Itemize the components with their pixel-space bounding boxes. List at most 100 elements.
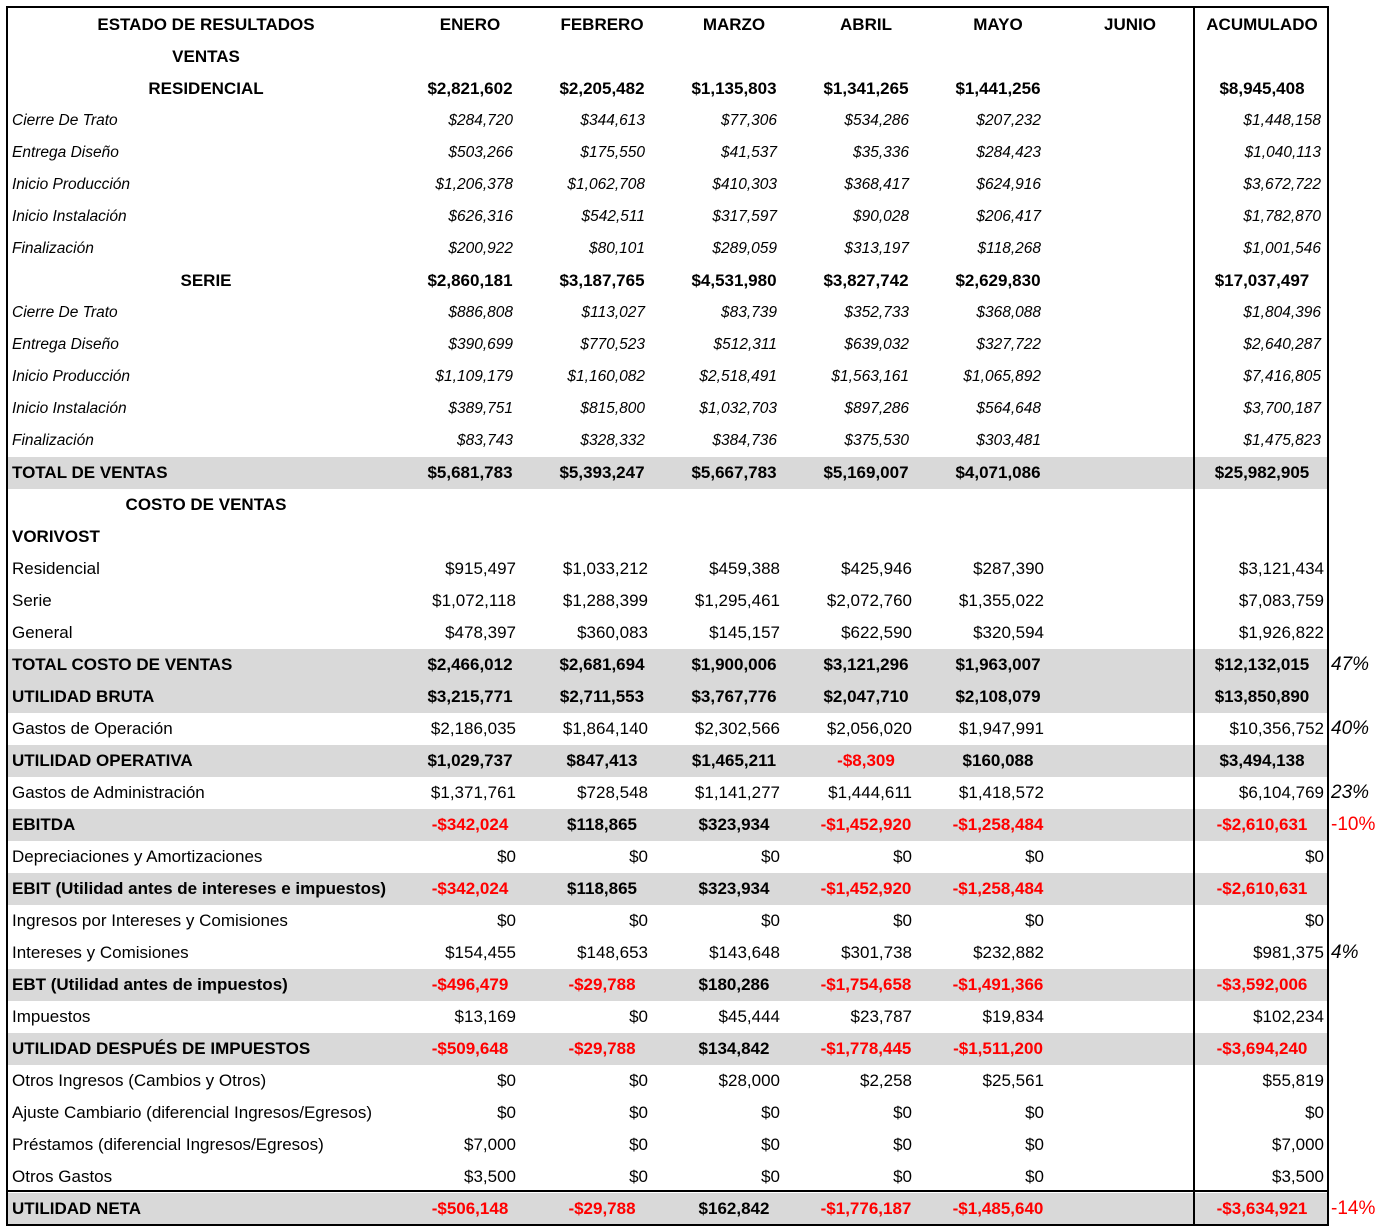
- cell-abril: $5,169,007: [823, 463, 909, 482]
- cell-junio: [1060, 73, 1200, 105]
- cell-acumulado: [1199, 41, 1324, 73]
- table-row: Inicio Instalación $389,751 $815,800 $1,032…: [8, 393, 1327, 425]
- cell-junio: [1036, 201, 1161, 233]
- cell-mayo: $1,418,572: [958, 783, 1044, 802]
- cell-enero: $1,109,179: [435, 368, 513, 385]
- cell-abril: $2,258: [860, 1071, 912, 1090]
- cell-enero: $0: [497, 1071, 516, 1090]
- cell-febrero: $0: [629, 1071, 648, 1090]
- table-row: Intereses y Comisiones $154,455 $148,653 $1…: [8, 937, 1327, 969]
- header-acumulado: ACUMULADO: [1206, 15, 1318, 34]
- cell-acumulado: $3,672,722: [1243, 176, 1321, 193]
- cell-marzo: $77,306: [720, 112, 777, 129]
- cell-marzo: $180,286: [698, 975, 770, 994]
- cell-abril: $0: [893, 911, 912, 930]
- cell-acumulado: -$3,592,006: [1216, 975, 1308, 994]
- cell-febrero: $175,550: [580, 144, 645, 161]
- cell-enero: [391, 489, 516, 521]
- cell-enero: -$342,024: [431, 815, 509, 834]
- cell-marzo: $83,739: [720, 304, 777, 321]
- cell-mayo: -$1,485,640: [952, 1199, 1044, 1218]
- cell-mayo: $624,916: [976, 176, 1041, 193]
- cell-abril: $534,286: [844, 112, 909, 129]
- cell-febrero: $2,205,482: [559, 79, 645, 98]
- cell-febrero: -$29,788: [568, 975, 636, 994]
- cell-abril: -$1,754,658: [820, 975, 912, 994]
- cell-acumulado: $7,000: [1272, 1135, 1324, 1154]
- table-row: VENTAS: [8, 41, 1327, 73]
- cell-enero: $915,497: [445, 559, 516, 578]
- cell-acumulado: [1199, 521, 1324, 553]
- cell-abril: $639,032: [844, 336, 909, 353]
- cell-junio: [1036, 297, 1161, 329]
- cell-acumulado: $3,494,138: [1219, 751, 1305, 770]
- cell-junio: [1039, 41, 1164, 73]
- cell-abril: $3,121,296: [823, 655, 909, 674]
- cell-abril: [787, 521, 912, 553]
- row-label: EBT (Utilidad antes de impuestos): [12, 975, 288, 994]
- table-row: VORIVOST: [8, 521, 1327, 553]
- cell-marzo: $0: [761, 911, 780, 930]
- cell-enero: $0: [497, 911, 516, 930]
- row-label: Cierre De Trato: [12, 112, 118, 129]
- cell-junio: [1039, 521, 1164, 553]
- cell-marzo: $289,059: [712, 240, 777, 257]
- cell-marzo: $1,032,703: [699, 400, 777, 417]
- row-label: RESIDENCIAL: [148, 79, 264, 98]
- cell-acumulado: $13,850,890: [1214, 687, 1310, 706]
- cell-enero: -$509,648: [431, 1039, 509, 1058]
- table-row: SERIE $2,860,181 $3,187,765 $4,531,980 $3,82…: [8, 265, 1327, 297]
- row-label: Impuestos: [12, 1007, 91, 1026]
- cell-mayo: $160,088: [962, 751, 1034, 770]
- row-label: EBIT (Utilidad antes de intereses e impu…: [12, 879, 387, 898]
- cell-mayo: $118,268: [977, 240, 1042, 257]
- cell-mayo: -$1,491,366: [952, 975, 1044, 994]
- cell-mayo: $0: [1025, 1167, 1044, 1186]
- cell-marzo: [655, 521, 780, 553]
- cell-abril: $1,341,265: [823, 79, 909, 98]
- cell-febrero: $5,393,247: [559, 463, 645, 482]
- table-row: Finalización $83,743 $328,332 $384,736 $375,…: [8, 425, 1327, 457]
- cell-febrero: $0: [629, 1007, 648, 1026]
- row-label: Inicio Producción: [12, 176, 131, 193]
- cell-marzo: $0: [761, 1135, 780, 1154]
- cell-abril: $3,827,742: [823, 271, 909, 290]
- cell-acumulado: -$3,694,240: [1216, 1039, 1308, 1058]
- table-row: Finalización $200,922 $80,101 $289,059 $313,…: [8, 233, 1327, 265]
- cell-abril: [787, 41, 912, 73]
- cell-enero: $3,500: [464, 1167, 516, 1186]
- cell-junio: [1039, 777, 1164, 809]
- cell-enero: $886,808: [448, 304, 513, 321]
- cell-abril: $425,946: [841, 559, 912, 578]
- cell-acumulado: $0: [1305, 911, 1324, 930]
- row-label: SERIE: [180, 271, 232, 290]
- cell-febrero: $2,711,553: [559, 687, 645, 706]
- row-label: VORIVOST: [12, 527, 100, 546]
- table-row: Cierre De Trato $284,720 $344,613 $77,306 $5…: [8, 105, 1327, 137]
- row-label: Ajuste Cambiario (diferencial Ingresos/E…: [12, 1103, 372, 1122]
- cell-marzo: [655, 489, 780, 521]
- cell-acumulado: $7,416,805: [1243, 368, 1321, 385]
- cell-abril: $2,047,710: [823, 687, 909, 706]
- cell-enero: $0: [497, 847, 516, 866]
- row-label: Gastos de Operación: [12, 719, 173, 738]
- cell-enero: $2,821,602: [427, 79, 513, 98]
- cell-mayo: $327,722: [976, 336, 1041, 353]
- cell-abril: $0: [893, 1135, 912, 1154]
- cell-febrero: $0: [629, 911, 648, 930]
- cell-marzo: $384,736: [712, 432, 777, 449]
- cell-febrero: $1,288,399: [562, 591, 648, 610]
- cell-enero: $478,397: [445, 623, 516, 642]
- table-row: Gastos de Administración $1,371,761 $728,5…: [8, 777, 1327, 809]
- table-row: Otros Ingresos (Cambios y Otros) $0 $0 $28,…: [8, 1065, 1327, 1097]
- cell-marzo: $28,000: [718, 1071, 780, 1090]
- cell-enero: $2,186,035: [430, 719, 516, 738]
- row-label: Finalización: [12, 432, 94, 449]
- cell-junio: [1036, 329, 1161, 361]
- cell-junio: [1060, 265, 1200, 297]
- cell-abril: $375,530: [844, 432, 909, 449]
- cell-abril: $23,787: [850, 1007, 912, 1026]
- cell-junio: [1039, 841, 1164, 873]
- cell-acumulado: $3,121,434: [1238, 559, 1324, 578]
- cell-abril: $0: [893, 1167, 912, 1186]
